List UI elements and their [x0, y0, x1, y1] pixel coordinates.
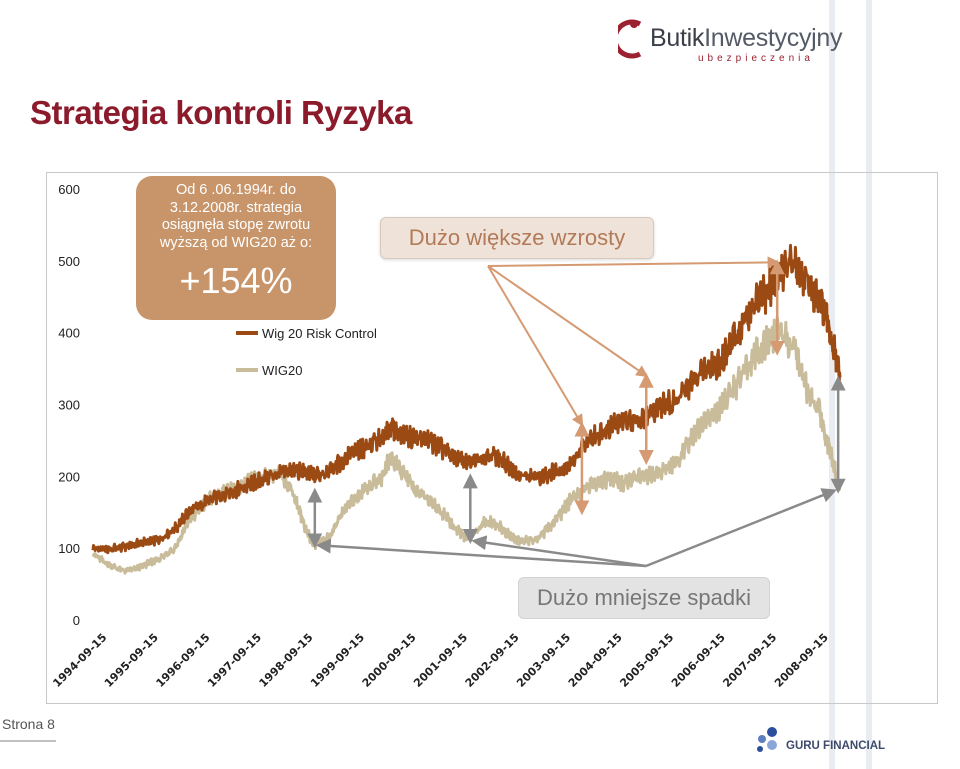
x-tick-label: 1995-09-15 [102, 631, 161, 690]
x-tick-label: 2003-09-15 [514, 631, 573, 690]
y-tick-label: 400 [58, 326, 80, 341]
butik-logo-mark-icon [618, 19, 642, 59]
page-underline [0, 740, 56, 742]
gap-arrows [307, 259, 846, 549]
pointer-arrow-spadki [471, 535, 647, 568]
y-tick-label: 200 [58, 469, 80, 484]
page-title: Strategia kontroli Ryzyka [30, 94, 412, 131]
y-axis: 0 100 200 300 400 500 600 [58, 182, 80, 628]
series-line-risk-control [91, 243, 842, 555]
guru-dots-icon [757, 727, 777, 752]
x-axis: 1994-09-151995-09-151996-09-151997-09-15… [50, 631, 831, 690]
x-tick-label: 2000-09-15 [360, 631, 419, 690]
page-number: Strona 8 [2, 716, 55, 732]
pointer-arrow-spadki [315, 538, 647, 568]
x-tick-label: 2005-09-15 [617, 631, 676, 690]
y-tick-label: 100 [58, 541, 80, 556]
annotation-wzrosty: Dużo większe wzrosty [380, 217, 654, 259]
x-tick-label: 1998-09-15 [257, 631, 316, 690]
callout-value: +154% [179, 260, 293, 301]
x-tick-label: 2007-09-15 [720, 631, 779, 690]
x-tick-label: 1997-09-15 [205, 631, 264, 690]
logo-sub-text: ubezpieczenia [698, 53, 814, 64]
x-tick-label: 2002-09-15 [463, 631, 522, 690]
chart-frame [46, 172, 938, 704]
pointer-arrows [315, 256, 837, 568]
guru-text: GURU FINANCIAL [786, 740, 886, 752]
pointer-arrow-wzrosty [487, 256, 780, 269]
pointer-arrow-wzrosty [487, 265, 649, 378]
legend-label: WIG20 [262, 363, 302, 378]
y-tick-label: 500 [58, 254, 80, 269]
logo-main-text: ButikInwestycyjny [650, 24, 843, 52]
butik-logo: ButikInwestycyjny ubezpieczenia [618, 18, 843, 66]
pointer-arrow-spadki [645, 488, 837, 568]
y-tick-label: 300 [58, 398, 80, 413]
callout-box: Od 6 .06.1994r. do 3.12.2008r. strategia… [136, 176, 336, 320]
x-tick-label: 2001-09-15 [411, 631, 470, 690]
x-tick-label: 1996-09-15 [154, 631, 213, 690]
x-tick-label: 2004-09-15 [566, 631, 625, 690]
y-tick-label: 600 [58, 182, 80, 197]
annotation-spadki: Dużo mniejsze spadki [518, 577, 770, 619]
pointer-arrow-wzrosty [487, 265, 584, 427]
legend: Wig 20 Risk Control WIG20 [236, 326, 377, 378]
legend-label: Wig 20 Risk Control [262, 326, 377, 341]
guru-logo: GURU FINANCIAL [752, 726, 892, 756]
x-tick-label: 2008-09-15 [772, 631, 831, 690]
decorative-stripe-2 [866, 0, 872, 769]
x-tick-label: 1999-09-15 [308, 631, 367, 690]
callout-text: Od 6 .06.1994r. do 3.12.2008r. strategia… [159, 182, 313, 251]
x-tick-label: 1994-09-15 [50, 631, 109, 690]
y-tick-label: 0 [73, 613, 80, 628]
x-tick-label: 2006-09-15 [669, 631, 728, 690]
